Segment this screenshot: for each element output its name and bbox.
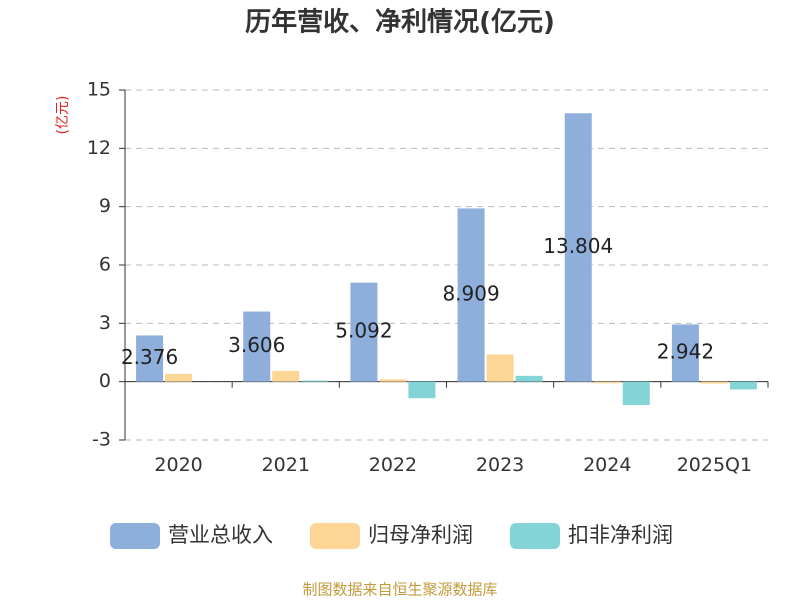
legend-label[interactable]: 营业总收入 [168, 523, 273, 547]
value-label: 5.092 [335, 319, 392, 343]
bar [243, 311, 271, 382]
legend-swatch[interactable] [110, 523, 160, 549]
bar [136, 335, 164, 382]
legend-label[interactable]: 扣非净利润 [568, 523, 673, 547]
bar [272, 370, 300, 382]
value-label: 13.804 [543, 234, 613, 258]
bar [564, 113, 592, 382]
bar [671, 324, 699, 382]
y-tick-label: -3 [92, 429, 111, 451]
y-tick-label: 6 [99, 254, 111, 276]
bar [301, 380, 329, 382]
legend-swatch[interactable] [310, 523, 360, 549]
source-note: 制图数据来自恒生聚源数据库 [302, 581, 497, 599]
bar [622, 381, 650, 405]
x-tick-label: 2022 [369, 454, 417, 476]
value-label: 3.606 [228, 333, 285, 357]
bar [515, 375, 543, 382]
y-tick-label: 12 [87, 137, 111, 159]
bar [350, 282, 378, 382]
bar [457, 208, 485, 382]
x-tick-label: 2024 [583, 454, 631, 476]
legend-swatch[interactable] [510, 523, 560, 549]
bar [165, 373, 193, 382]
bar [486, 354, 514, 382]
bar [408, 381, 436, 399]
bar [729, 381, 757, 390]
y-tick-label: 9 [99, 195, 111, 217]
value-label: 2.942 [657, 340, 714, 364]
y-axis-label: (亿元) [55, 96, 71, 135]
value-label: 2.376 [121, 345, 178, 369]
x-tick-label: 2020 [154, 454, 202, 476]
x-tick-label: 2025Q1 [677, 454, 752, 476]
y-tick-label: 15 [87, 79, 111, 101]
chart-title: 历年营收、净利情况(亿元) [245, 7, 555, 38]
bar [593, 381, 621, 384]
bar [700, 381, 728, 384]
bar [379, 379, 407, 382]
y-tick-label: 3 [99, 312, 111, 334]
x-tick-label: 2021 [262, 454, 310, 476]
value-label: 8.909 [442, 282, 499, 306]
y-tick-label: 0 [99, 370, 111, 392]
legend-label[interactable]: 归母净利润 [368, 523, 473, 547]
x-tick-label: 2023 [476, 454, 524, 476]
